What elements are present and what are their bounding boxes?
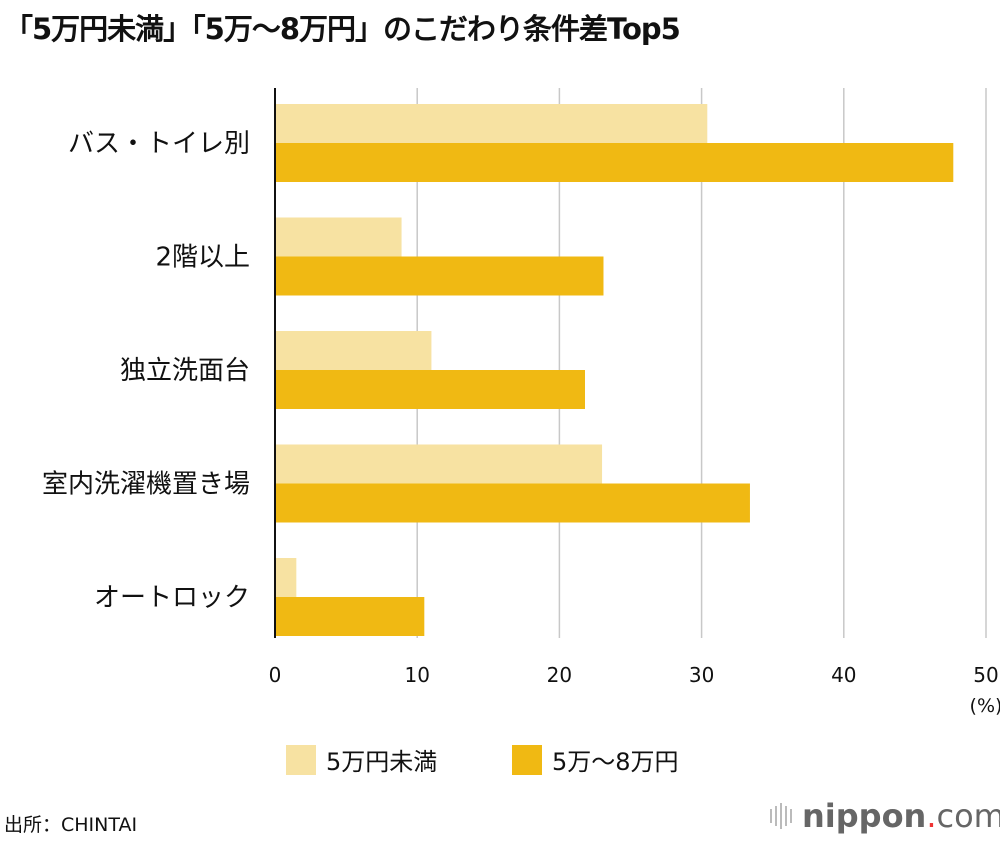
logo-dot: . — [926, 797, 937, 835]
bar-5-8man — [275, 597, 425, 636]
x-tick-label: 40 — [831, 663, 856, 687]
legend-label-2: 5万〜8万円 — [552, 748, 679, 776]
logo-text: nippon — [802, 797, 927, 835]
bar-5-8man — [275, 143, 954, 182]
category-label: バス・トイレ別 — [68, 129, 250, 159]
bar-5-8man — [275, 483, 750, 523]
bar-under-5man — [275, 104, 708, 143]
legend-item-2: 5万〜8万円 — [512, 742, 679, 777]
legend-item-1: 5万円未満 — [286, 742, 437, 777]
x-unit-label: (%) — [970, 695, 1000, 717]
bar-under-5man — [275, 331, 432, 370]
bar-under-5man — [275, 217, 402, 257]
x-tick-label: 10 — [404, 663, 429, 687]
legend-swatch-2 — [512, 744, 542, 775]
category-label: 2階以上 — [155, 243, 250, 273]
x-tick-label: 20 — [547, 663, 572, 687]
legend-label-1: 5万円未満 — [326, 748, 438, 776]
category-label: 独立洗面台 — [120, 356, 250, 386]
logo-suffix: com — [936, 797, 1000, 835]
x-tick-label: 0 — [269, 663, 282, 687]
category-label: 室内洗濯機置き場 — [42, 470, 250, 500]
chart-title: 「5万円未満」「5万〜8万円」のこだわり条件差Top5 — [4, 12, 681, 46]
bar-under-5man — [275, 444, 603, 484]
x-tick-label: 50 — [973, 663, 998, 687]
bar-5-8man — [275, 370, 585, 409]
logo-bars-icon — [770, 803, 792, 829]
bar-under-5man — [275, 558, 297, 597]
x-tick-label: 30 — [689, 663, 714, 687]
category-label: オートロック — [94, 583, 250, 613]
nippon-logo: nippon. com — [770, 797, 1000, 835]
source-note: 出所：CHINTAI — [4, 814, 138, 836]
bar-5-8man — [275, 256, 604, 296]
legend-swatch-1 — [286, 744, 316, 775]
